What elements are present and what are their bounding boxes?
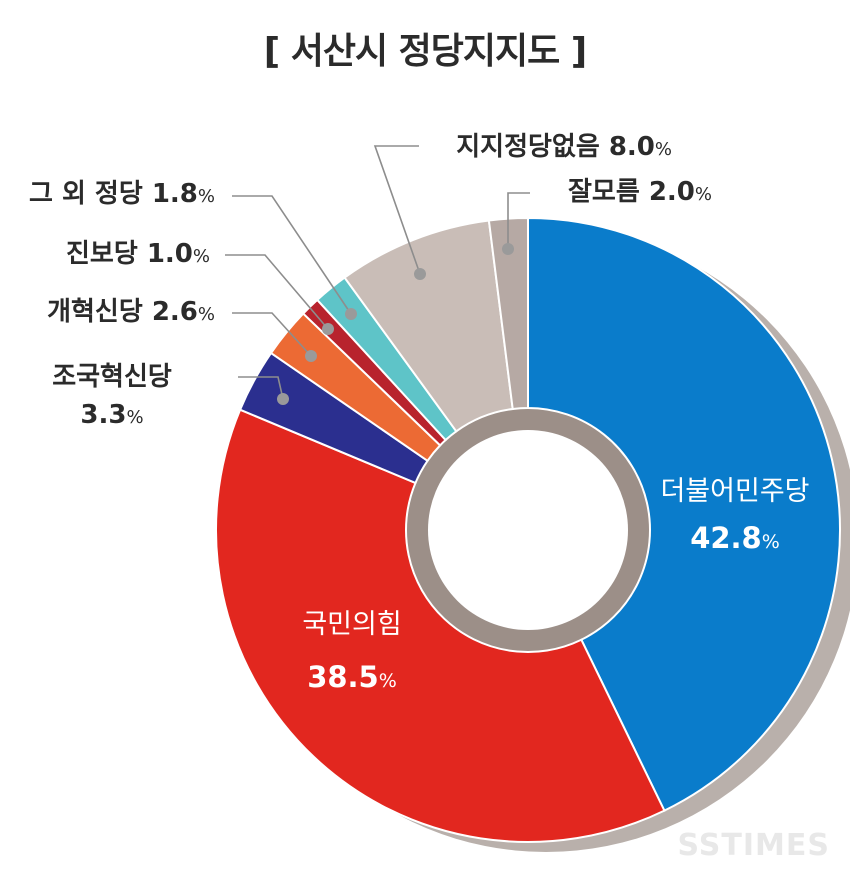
chart-title: [ 서산시 정당지지도 ] (263, 31, 587, 72)
callout-label-2: 조국혁신당 (52, 362, 172, 392)
callout-label-7: 잘모름 2.0% (568, 177, 712, 207)
slice-label-0: 더불어민주당 (660, 476, 809, 507)
leader-line-3 (232, 312, 312, 357)
leader-dot-2 (277, 393, 289, 405)
leader-line-5 (232, 195, 352, 315)
leader-line-4 (225, 254, 329, 330)
leader-dot-4 (322, 323, 334, 335)
callout-label-4: 진보당 1.0% (66, 239, 210, 269)
slice-0 (527, 216, 841, 812)
callout-label-5: 그 외 정당 1.8% (29, 179, 215, 209)
leader-dot-7 (502, 243, 514, 255)
slice-value-0: 42.8% (690, 521, 780, 555)
leader-line-7 (507, 192, 530, 249)
leader-dot-3 (305, 350, 317, 362)
donut-hole (428, 430, 628, 630)
slice-label-1: 국민의힘 (302, 609, 401, 640)
leader-line-2 (238, 376, 284, 400)
watermark: SSTIMES (677, 828, 830, 863)
callout-label-3: 개혁신당 2.6% (47, 297, 215, 327)
leader-dot-6 (414, 268, 426, 280)
slice-1 (215, 408, 666, 843)
leader-dot-5 (345, 308, 357, 320)
leader-line-6 (373, 145, 421, 275)
callout-value-2: 3.3% (80, 400, 143, 430)
slice-value-1: 38.5% (307, 660, 397, 694)
slice-7 (487, 216, 529, 411)
callout-label-6: 지지정당없음 8.0% (456, 132, 672, 162)
